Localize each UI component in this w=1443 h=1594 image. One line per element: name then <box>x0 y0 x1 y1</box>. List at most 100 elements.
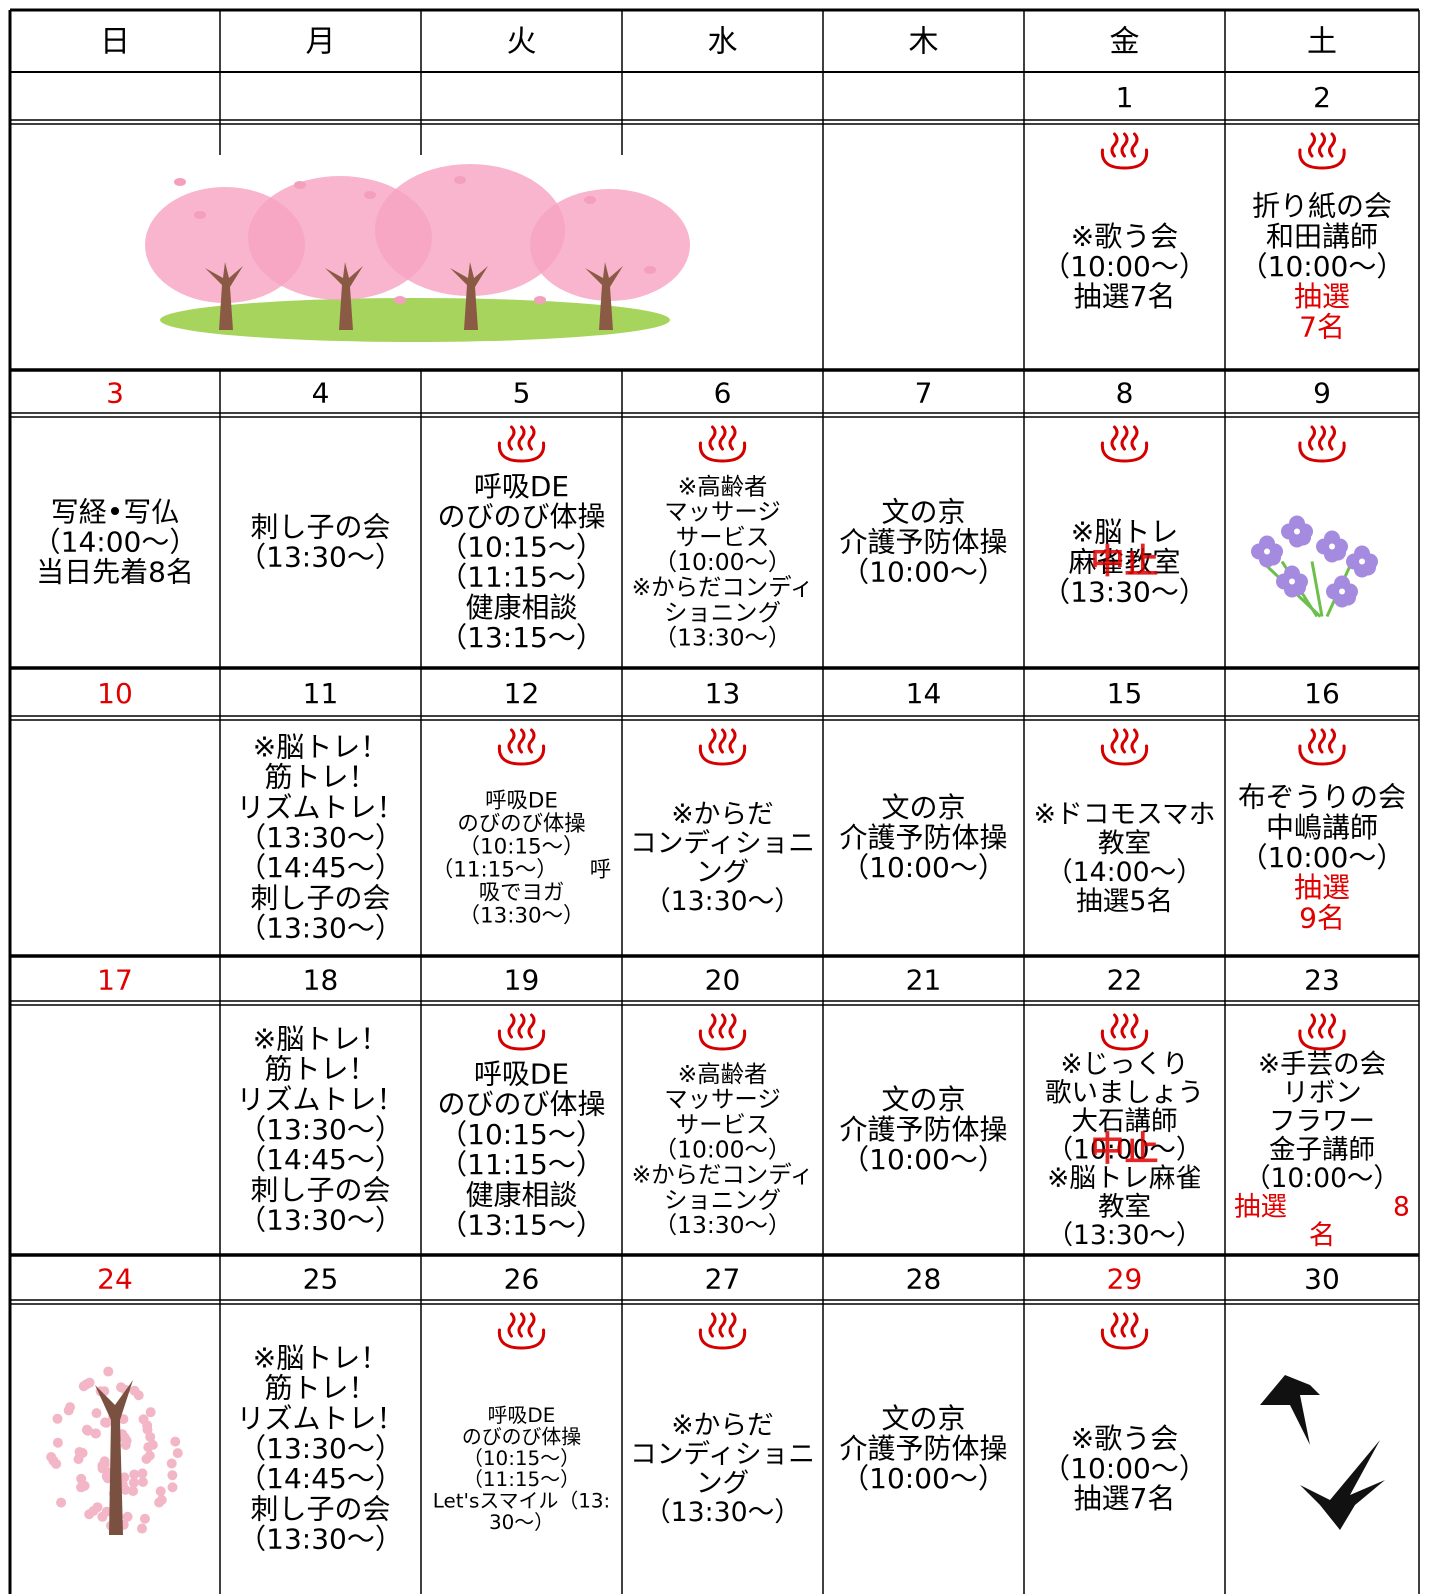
event-text: 金子講師 <box>1269 1135 1375 1166</box>
event-text: ※じっくり <box>1060 1049 1188 1080</box>
event-text: 文の京 <box>881 1083 965 1116</box>
event-text: 呼吸DE <box>474 1057 569 1090</box>
event-text: マッサージ <box>664 498 781 526</box>
weekday: 金 <box>1110 25 1140 60</box>
blossom <box>76 1473 87 1484</box>
event-text: 抽選7名 <box>1074 1482 1176 1515</box>
petal <box>534 296 546 304</box>
event-text: Let'sスマイル（13: <box>433 1490 610 1513</box>
event-text: （11:15～） <box>463 1468 580 1491</box>
event-text: サービス <box>676 523 770 551</box>
onsen-steam <box>1130 1312 1139 1338</box>
weekday: 土 <box>1307 25 1337 60</box>
event-text: 写経•写仏 <box>51 495 180 528</box>
event-text: （13:30～） <box>1042 576 1207 609</box>
blossom <box>129 1469 140 1480</box>
onsen-bowl <box>698 744 747 766</box>
event-text: ※ドコモスマホ <box>1034 799 1216 830</box>
onsen-bowl <box>1100 1328 1149 1350</box>
onsen-bowl <box>497 1029 546 1051</box>
event-text: （13:30～） <box>238 541 403 574</box>
date: 20 <box>705 964 741 997</box>
blossom <box>166 1458 177 1469</box>
swallows-image <box>1260 1375 1385 1530</box>
onsen-steam <box>507 1013 516 1039</box>
date: 23 <box>1304 964 1340 997</box>
violet-image <box>1251 515 1378 618</box>
event-text: （10:00～） <box>841 556 1006 589</box>
violet-petal <box>1326 583 1342 600</box>
onsen-steam <box>718 1312 727 1338</box>
violet-center <box>1294 528 1300 535</box>
event-text: マッサージ <box>664 1085 781 1113</box>
blossom <box>172 1448 183 1459</box>
onsen-icon <box>497 1312 546 1350</box>
event-text: （10:00～） <box>1042 1452 1207 1485</box>
date: 16 <box>1304 677 1340 710</box>
event-text: サービス <box>676 1110 770 1138</box>
blossom <box>92 1502 103 1513</box>
event-text: ※高齢者 <box>678 472 768 500</box>
onsen-icon <box>698 1013 747 1051</box>
date: 24 <box>97 1263 133 1296</box>
date: 1 <box>1116 81 1134 114</box>
violet-petal <box>1251 543 1267 560</box>
event-text: のびのび体操 <box>437 500 605 533</box>
event-text: 介護予防体操 <box>839 1432 1007 1465</box>
onsen-steam <box>1110 728 1119 754</box>
onsen-bowl <box>698 1328 747 1350</box>
event-text: （11:15～） <box>439 561 604 594</box>
date: 5 <box>513 377 531 410</box>
petal <box>644 266 656 274</box>
blossom <box>78 1381 89 1392</box>
blossom <box>141 1454 152 1465</box>
event-text: 抽選7名 <box>1074 280 1176 313</box>
onsen-steam <box>507 728 516 754</box>
swallow <box>1260 1375 1320 1445</box>
sakura-image <box>145 164 690 342</box>
blossom <box>156 1495 167 1505</box>
event-text: （10:00～） <box>654 548 792 576</box>
onsen-icon <box>1298 425 1346 463</box>
event-text: ※手芸の会 <box>1258 1049 1386 1080</box>
blossom <box>90 1428 101 1439</box>
onsen-steam <box>1130 728 1139 754</box>
event-text: （14:00～） <box>1046 857 1203 888</box>
onsen-steam <box>1308 132 1316 158</box>
blossom <box>52 1413 63 1424</box>
event-text: リズムトレ！ <box>236 791 404 824</box>
onsen-steam <box>1120 425 1129 451</box>
blossom <box>51 1458 62 1469</box>
event-text: （14:45～） <box>238 851 403 884</box>
event-text: （10:15～） <box>439 1118 604 1151</box>
event-text: ※脳トレ <box>1071 515 1178 548</box>
event-text: 筋トレ！ <box>264 761 376 794</box>
weekday: 日 <box>100 25 130 60</box>
onsen-steam <box>1328 425 1336 451</box>
date: 13 <box>705 677 741 710</box>
onsen-steam <box>527 1312 536 1338</box>
event-text: （10:00～） <box>841 1143 1006 1176</box>
violet-petal <box>1281 523 1297 540</box>
date: 14 <box>906 677 942 710</box>
event-text: （13:30～） <box>644 1497 801 1528</box>
event-text: （11:15～） 呼 <box>432 858 611 883</box>
blossom <box>129 1385 140 1396</box>
blossom <box>77 1448 88 1458</box>
weekday: 木 <box>909 25 939 60</box>
date: 27 <box>705 1263 741 1296</box>
date: 30 <box>1304 1263 1340 1296</box>
blossom <box>128 1477 139 1488</box>
cancel-stamp: 中止 <box>1091 1130 1159 1170</box>
event-text: （10:15～） <box>463 1447 580 1470</box>
event-text: 呼吸DE <box>474 470 569 503</box>
event-text: ※高齢者 <box>678 1060 768 1088</box>
blossom <box>137 1523 147 1534</box>
event-text: ※脳トレ！ <box>253 1341 388 1374</box>
event-text: のびのび体操 <box>437 1088 605 1121</box>
event-text: フラワー <box>1269 1106 1375 1137</box>
onsen-icon <box>1100 1312 1149 1350</box>
onsen-icon <box>497 1013 546 1051</box>
event-text: 呼吸DE <box>485 788 558 813</box>
event-text: コンディショニ <box>630 1439 815 1470</box>
